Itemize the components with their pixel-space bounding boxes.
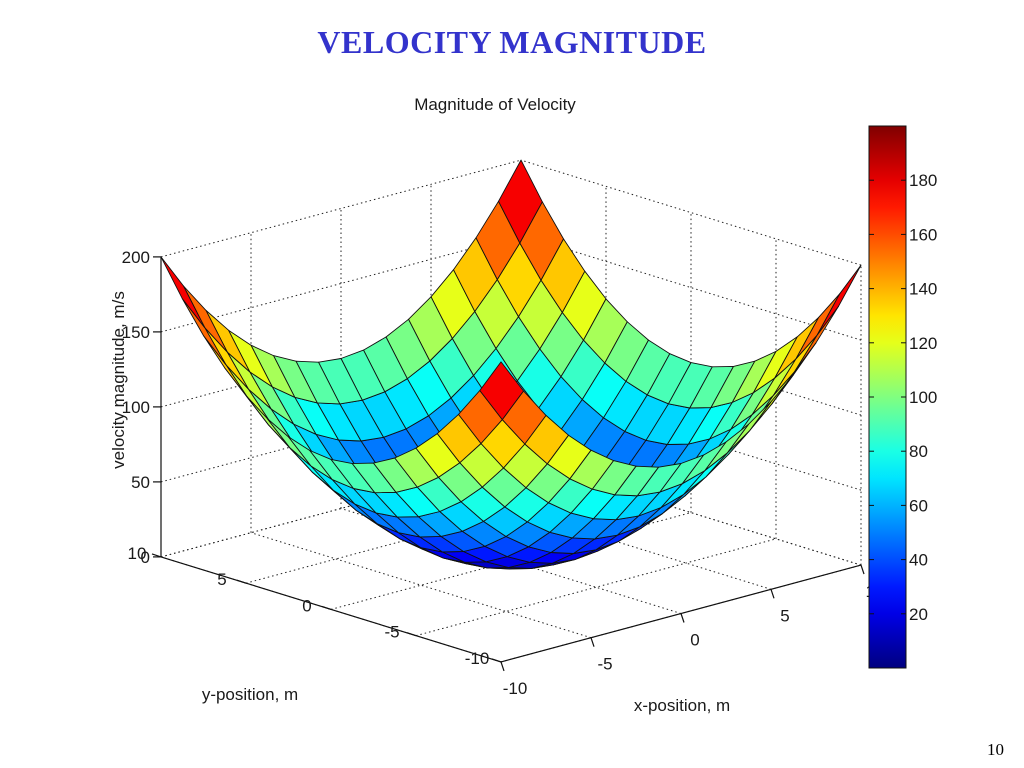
y-tick-mark — [406, 632, 417, 637]
y-tick-label: -10 — [465, 649, 490, 668]
colorbar-gradient — [868, 125, 907, 669]
z-axis-label: velocity magnitude, m/s — [109, 291, 128, 469]
colorbar-tick-label: 140 — [909, 280, 937, 299]
colorbar-tick-label: 20 — [909, 605, 928, 624]
x-tick-label: 0 — [690, 631, 699, 650]
surface-patch — [816, 264, 862, 336]
colorbar-tick-label: 80 — [909, 442, 928, 461]
gridline — [520, 159, 862, 266]
y-tick-mark — [321, 605, 332, 610]
y-tick-label: 5 — [217, 570, 226, 589]
colorbar-tick-label: 160 — [909, 225, 937, 244]
x-tick-mark — [770, 589, 775, 599]
colorbar-tick-label: 100 — [909, 388, 937, 407]
gridline — [250, 532, 592, 639]
z-tick-label: 150 — [122, 323, 150, 342]
y-tick-label: -5 — [384, 623, 399, 642]
y-axis-label: y-position, m — [202, 685, 298, 704]
gridline — [415, 538, 777, 637]
surface-patch — [183, 285, 228, 353]
z-tick-label: 0 — [141, 548, 150, 567]
surface-patch — [498, 159, 543, 244]
gridline — [520, 234, 862, 341]
gridline — [160, 234, 522, 333]
y-tick-mark — [491, 658, 502, 663]
colorbar-tick-label: 40 — [909, 551, 928, 570]
y-tick-label: 0 — [302, 596, 311, 615]
z-tick-label: 50 — [131, 473, 150, 492]
surface-mesh — [160, 159, 862, 570]
gridline — [520, 459, 862, 566]
slide-title: VELOCITY MAGNITUDE — [317, 24, 707, 60]
colorbar-tick-label: 180 — [909, 171, 937, 190]
x-tick-mark — [500, 661, 505, 672]
gridline — [340, 508, 682, 614]
colorbar-tick-label: 120 — [909, 334, 937, 353]
surface-patch — [795, 293, 841, 360]
x-axis-label: x-position, m — [634, 696, 730, 715]
gridline — [160, 159, 522, 258]
chart-title: Magnitude of Velocity — [414, 95, 576, 114]
gridline — [520, 384, 862, 491]
surface-patch — [160, 256, 206, 329]
gridline — [430, 483, 772, 590]
surface-patch — [479, 361, 524, 421]
gridline — [520, 309, 862, 416]
colorbar: 20 40 60 80 100 120 140 160 180 — [868, 125, 937, 669]
x-tick-mark — [680, 613, 685, 623]
x-tick-label: -5 — [597, 655, 612, 674]
x-tick-mark — [590, 637, 595, 647]
x-tick-label: -10 — [503, 679, 528, 698]
x-tick-mark — [860, 564, 865, 575]
page-number: 10 — [987, 740, 1004, 759]
x-tick-label: 5 — [780, 606, 789, 625]
z-tick-label: 100 — [122, 398, 150, 417]
colorbar-tick-label: 60 — [909, 496, 928, 515]
y-tick-mark — [236, 579, 247, 584]
y-tick-label: 10 — [128, 544, 147, 563]
z-tick-label: 200 — [122, 248, 150, 267]
